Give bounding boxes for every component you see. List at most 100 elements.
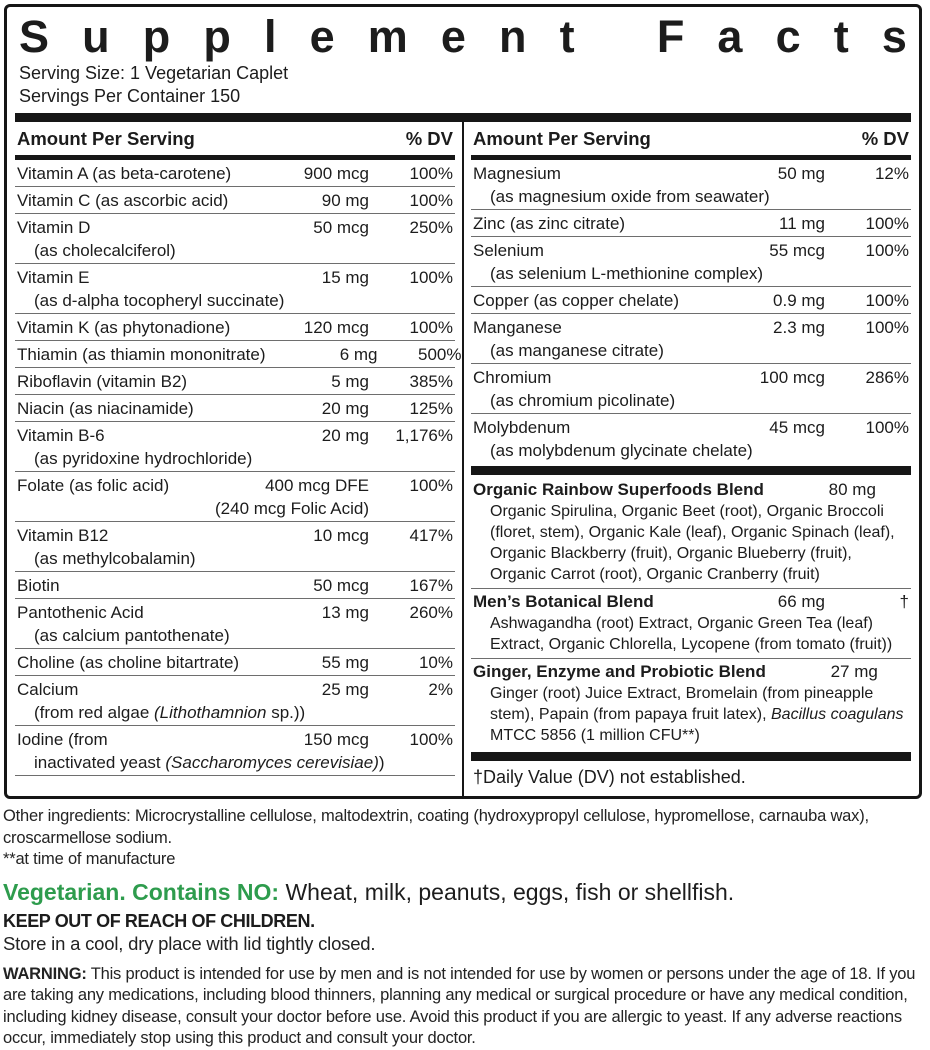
nutrient-dv: 167% — [409, 576, 453, 595]
title-letter: p — [142, 11, 171, 62]
thick-divider-bar — [471, 752, 911, 761]
right-column-header: Amount Per Serving % DV — [471, 122, 911, 155]
table-row: Vitamin A (as beta-carotene) 900 mcg 100% — [15, 160, 455, 187]
storage-instructions: Store in a cool, dry place with lid tigh… — [3, 932, 376, 954]
nutrient-amount: 0.9 mg — [773, 291, 825, 310]
nutrient-source: (as d-alpha tocopheryl succinate) — [34, 291, 285, 310]
table-row: Vitamin D 50 mcg 250% (as cholecalciferol) — [15, 214, 455, 264]
nutrient-name: Iodine (from — [17, 730, 108, 749]
table-row: Vitamin E 15 mg 100% (as d-alpha tocopheryl… — [15, 264, 455, 314]
blend-dv: † — [876, 479, 930, 501]
source-text: sp.)) — [266, 703, 306, 722]
nutrient-source: (as pyridoxine hydrochloride) — [34, 449, 253, 468]
label-footer-text: Other ingredients: Microcrystalline cell… — [3, 806, 926, 1050]
nutrient-amount: 400 mcg DFE — [265, 476, 369, 495]
title-letter: l — [263, 11, 277, 62]
nutrient-name: Selenium — [473, 241, 544, 260]
species-name: (Saccharomyces cerevisiae) — [165, 753, 379, 772]
serving-size-line: Serving Size: 1 Vegetarian Caplet — [19, 63, 289, 83]
warning-label: WARNING: — [3, 964, 87, 983]
blend-ingredients: Organic Spirulina, Organic Beet (root), … — [473, 501, 909, 585]
nutrient-amount: 10 mcg — [313, 526, 369, 545]
nutrient-amount: 100 mcg — [759, 368, 825, 387]
nutrient-dv: 100% — [865, 291, 909, 310]
nutrient-amount: 20 mg — [321, 426, 369, 445]
right-column: Amount Per Serving % DV Magnesium 50 mg 12… — [464, 122, 911, 796]
title-letter: S — [19, 11, 50, 62]
nutrient-dv: 125% — [409, 399, 453, 418]
nutrient-name: Choline (as choline bitartrate) — [17, 653, 240, 672]
nutrient-amount: 55 mcg — [769, 241, 825, 260]
nutrient-dv: 12% — [874, 164, 909, 183]
nutrient-amount: 50 mcg — [313, 218, 369, 237]
table-row: Folate (as folic acid) 400 mcg DFE 100% (24… — [15, 472, 455, 522]
title-letter: t — [559, 11, 575, 62]
warning-text: This product is intended for use by men … — [3, 964, 916, 1048]
table-row: Zinc (as zinc citrate) 11 mg 100% — [471, 210, 911, 237]
title-letter: u — [82, 11, 110, 62]
source-text: Ginger (root) Juice Extract, Bromelain (… — [490, 685, 874, 723]
left-column: Amount Per Serving % DV Vitamin A (as be… — [15, 122, 464, 796]
nutrient-source: (as selenium L-methionine complex) — [490, 264, 764, 283]
table-row: Molybdenum 45 mcg 100% (as molybdenum glyci… — [471, 414, 911, 463]
nutrient-name: Pantothenic Acid — [17, 603, 144, 622]
nutrient-dv: 100% — [865, 418, 909, 437]
nutrient-name: Vitamin B-6 — [17, 426, 105, 445]
table-row: Vitamin K (as phytonadione) 120 mcg 100% — [15, 314, 455, 341]
nutrient-name: Vitamin A (as beta-carotene) — [17, 164, 232, 183]
nutrient-dv: 500% — [418, 345, 462, 364]
nutrient-source: (as methylcobalamin) — [34, 549, 196, 568]
source-text: inactivated yeast — [34, 753, 166, 772]
nutrient-name: Manganese — [473, 318, 562, 337]
nutrient-amount: 50 mg — [777, 164, 825, 183]
blend-dv: † — [899, 592, 909, 611]
nutrient-amount: 5 mg — [331, 372, 369, 391]
nutrient-amount: 55 mg — [321, 653, 369, 672]
nutrient-dv: 100% — [409, 318, 453, 337]
species-name: (Lithothamnion — [154, 703, 267, 722]
other-ingredients: Other ingredients: Microcrystalline cell… — [3, 807, 869, 847]
nutrient-amount: 50 mcg — [313, 576, 369, 595]
blend-amount: 80 mg — [828, 480, 876, 499]
keep-out-warning: KEEP OUT OF REACH OF CHILDREN. — [3, 910, 315, 931]
nutrient-dv: 385% — [409, 372, 453, 391]
nutrient-dv: 100% — [409, 730, 453, 749]
table-row: Choline (as choline bitartrate) 55 mg 10% — [15, 649, 455, 676]
title-letter: m — [367, 11, 408, 62]
nutrient-source: (from red algae (Lithothamnion sp.)) — [17, 701, 453, 724]
warning-paragraph: WARNING: This product is intended for us… — [3, 964, 926, 1050]
facts-columns: Amount Per Serving % DV Vitamin A (as be… — [15, 122, 911, 796]
medium-divider-bar — [15, 155, 455, 160]
nutrient-amount: 90 mg — [321, 191, 369, 210]
blend-ingredients: Ginger (root) Juice Extract, Bromelain (… — [473, 683, 909, 746]
title-letter: t — [833, 11, 849, 62]
table-row: Vitamin B-6 20 mg 1,176% (as pyridoxine hyd… — [15, 422, 455, 472]
nutrient-name: Zinc (as zinc citrate) — [473, 214, 626, 233]
table-row: Pantothenic Acid 13 mg 260% (as calcium pan… — [15, 599, 455, 649]
nutrient-dv: 417% — [409, 526, 453, 545]
nutrient-dv: 100% — [409, 268, 453, 287]
manufacture-note: **at time of manufacture — [3, 850, 176, 868]
vegetarian-label: Vegetarian. Contains NO: — [3, 878, 280, 905]
nutrient-amount: 11 mg — [779, 214, 825, 233]
blend-amount: 27 mg — [830, 662, 878, 681]
nutrient-name: Folate (as folic acid) — [17, 476, 170, 495]
nutrient-name: Biotin — [17, 576, 60, 595]
nutrient-dv: 10% — [418, 653, 453, 672]
blend-amount: 66 mg — [777, 592, 825, 611]
title-letter: p — [203, 11, 231, 62]
nutrient-amount: 150 mcg — [303, 730, 369, 749]
nutrient-name: Copper (as copper chelate) — [473, 291, 680, 310]
medium-divider-bar — [471, 155, 911, 160]
nutrient-name: Calcium — [17, 680, 79, 699]
table-row: Thiamin (as thiamin mononitrate) 6 mg 500% — [15, 341, 461, 368]
title-letter: e — [440, 11, 466, 62]
blend-name: Men’s Botanical Blend — [473, 592, 654, 611]
nutrient-amount: 120 mcg — [303, 318, 369, 337]
thick-divider-bar — [15, 113, 911, 122]
table-row: Calcium 25 mg 2% (from red algae (Lithotham… — [15, 676, 455, 726]
